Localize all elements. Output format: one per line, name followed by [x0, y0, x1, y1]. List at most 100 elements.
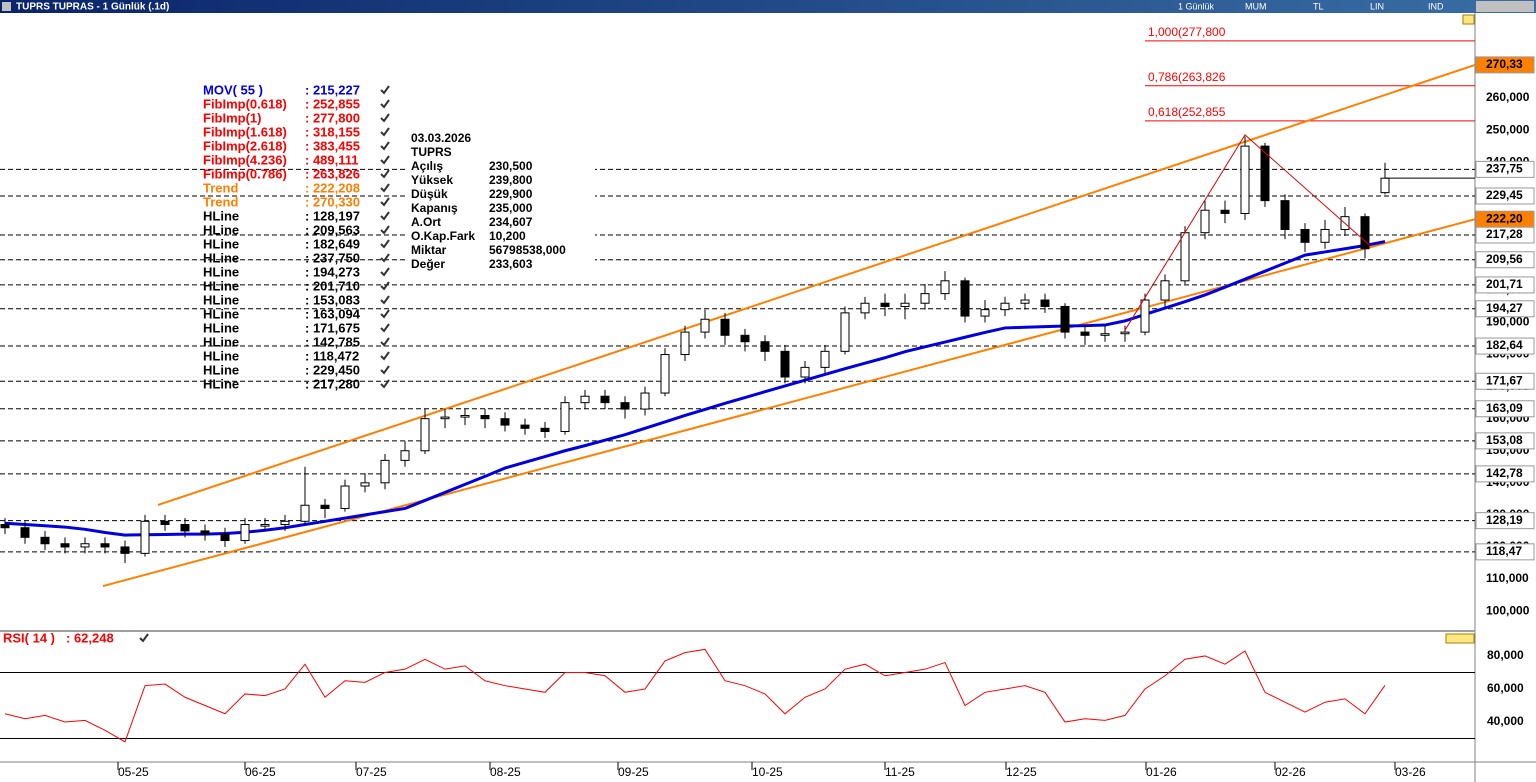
candle-body — [1260, 145, 1270, 202]
check-icon — [380, 113, 390, 123]
rsi-line — [4, 648, 1386, 743]
candle-body — [1360, 216, 1370, 250]
candle-body — [960, 280, 970, 317]
legend-name: HLine — [203, 222, 239, 237]
legend-value: : 163,094 — [305, 306, 361, 321]
x-tick-label: 08-25 — [490, 765, 521, 779]
candle-body — [780, 350, 790, 378]
candle-body — [60, 543, 70, 548]
candle-body — [240, 524, 250, 542]
candle-body — [40, 536, 50, 545]
toolbar-item[interactable]: MUM — [1245, 1, 1267, 11]
legend-name: HLine — [203, 320, 239, 335]
y-tick-label: 250,000 — [1486, 122, 1530, 136]
price-tag-label: 270,33 — [1486, 57, 1523, 71]
legend-name: HLine — [203, 250, 239, 265]
panel-button[interactable] — [1445, 633, 1475, 644]
info-value: 230,500 — [489, 159, 533, 173]
panel-button[interactable] — [1462, 14, 1475, 25]
legend-name: FibImp(0.618) — [203, 96, 287, 111]
info-label: A.Ort — [411, 215, 441, 229]
legend-value: : 142,785 — [305, 334, 360, 349]
candle-body — [920, 293, 930, 304]
legend-name: FibImp(1) — [203, 110, 262, 125]
check-icon — [380, 85, 390, 95]
check-icon — [380, 155, 390, 165]
candle-body — [1280, 200, 1290, 230]
candle-body — [140, 520, 150, 554]
candle-body — [1300, 228, 1310, 243]
legend-value: : 229,450 — [305, 362, 360, 377]
candle-body — [340, 485, 350, 509]
info-label: Değer — [411, 257, 445, 271]
legend-name: Trend — [203, 180, 238, 195]
candle-body — [360, 482, 370, 487]
info-value: 233,603 — [489, 257, 533, 271]
window-icon[interactable] — [2, 2, 11, 11]
candle-body — [1220, 209, 1230, 214]
price-tag-label: 128,19 — [1486, 513, 1523, 527]
legend-value: : 118,472 — [305, 348, 359, 363]
y-tick-label: 100,000 — [1486, 603, 1530, 617]
legend-value: : 182,649 — [305, 236, 360, 251]
price-tag — [1475, 400, 1535, 418]
info-label: Düşük — [411, 187, 448, 201]
info-value: 229,900 — [489, 187, 533, 201]
candle-body — [600, 395, 610, 404]
candle-body — [260, 524, 270, 527]
title-bar — [0, 0, 1536, 13]
price-tag — [1475, 512, 1535, 530]
toolbar-item[interactable]: IND — [1428, 1, 1444, 11]
price-tag — [1475, 160, 1535, 178]
price-tag-label: 209,56 — [1486, 252, 1523, 266]
price-tag — [1475, 372, 1535, 390]
candle-body — [1140, 299, 1150, 333]
candle-body — [280, 520, 290, 526]
price-tag-label: 201,71 — [1486, 277, 1523, 291]
check-icon — [380, 379, 390, 389]
candle-body — [1080, 331, 1090, 336]
legend-value: : 153,083 — [305, 292, 360, 307]
info-value: 10,200 — [489, 229, 526, 243]
check-icon — [380, 365, 390, 375]
candle-body — [1120, 331, 1130, 335]
candle-body — [440, 416, 450, 420]
candle-body — [460, 414, 470, 418]
x-tick-label: 05-25 — [118, 765, 149, 779]
info-value: 235,000 — [489, 201, 533, 215]
check-icon — [380, 281, 390, 291]
candle-body — [860, 302, 870, 314]
candle-body — [940, 280, 950, 295]
toolbar-item[interactable]: TL — [1313, 1, 1324, 11]
legend-value: : 263,826 — [305, 166, 360, 181]
rsi-title: RSI( 14 ) — [3, 630, 55, 645]
fib-label: 1,000(277,800 — [1148, 25, 1226, 39]
toolbar-item[interactable]: 1 Günlük — [1178, 1, 1215, 11]
candle-body — [680, 331, 690, 356]
candle-body — [1020, 299, 1030, 304]
legend-name: HLine — [203, 278, 239, 293]
toolbar-item[interactable]: LIN — [1370, 1, 1384, 11]
legend-value: : 201,710 — [305, 278, 360, 293]
legend-value: : 252,855 — [305, 96, 360, 111]
check-icon — [380, 337, 390, 347]
candle-body — [500, 418, 510, 426]
candle-body — [1060, 305, 1070, 333]
price-tag — [1475, 210, 1535, 228]
legend-name: FibImp(2.618) — [203, 138, 287, 153]
candle-body — [400, 450, 410, 461]
check-icon — [139, 633, 149, 643]
x-tick-label: 01-26 — [1146, 765, 1177, 779]
candle-body — [80, 543, 90, 548]
check-icon — [380, 323, 390, 333]
price-tag-label: 217,28 — [1486, 227, 1523, 241]
legend-name: HLine — [203, 362, 239, 377]
rsi-tick-label: 60,000 — [1487, 681, 1524, 695]
legend-name: HLine — [203, 348, 239, 363]
price-tag — [1475, 300, 1535, 318]
window-controls[interactable] — [1476, 1, 1534, 12]
candle-body — [1000, 302, 1010, 311]
check-icon — [380, 127, 390, 137]
